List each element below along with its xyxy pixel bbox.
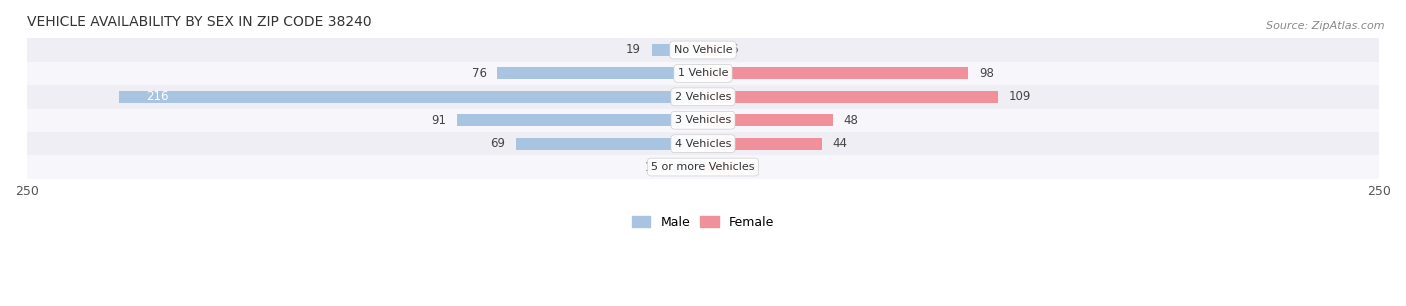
Bar [651,44,703,56]
Bar [703,67,967,80]
Bar [703,91,998,103]
Text: 4 Vehicles: 4 Vehicles [675,139,731,149]
Text: 98: 98 [979,67,994,80]
Bar [27,38,1379,62]
Text: 44: 44 [832,137,848,150]
Text: 69: 69 [491,137,506,150]
Text: No Vehicle: No Vehicle [673,45,733,55]
Text: 12: 12 [645,161,659,174]
Bar [703,138,823,150]
Text: 6: 6 [730,43,738,57]
Bar [498,67,703,80]
Bar [27,109,1379,132]
Text: 3 Vehicles: 3 Vehicles [675,115,731,125]
Bar [27,155,1379,179]
Text: 91: 91 [432,114,446,127]
Bar [27,85,1379,109]
Text: 109: 109 [1008,90,1031,103]
Bar [120,91,703,103]
Bar [457,114,703,126]
Bar [516,138,703,150]
Bar [27,132,1379,155]
Legend: Male, Female: Male, Female [627,211,779,234]
Text: 2 Vehicles: 2 Vehicles [675,92,731,102]
Bar [671,161,703,173]
Bar [703,44,720,56]
Text: Source: ZipAtlas.com: Source: ZipAtlas.com [1267,21,1385,32]
Text: 5 or more Vehicles: 5 or more Vehicles [651,162,755,172]
Text: 19: 19 [626,43,641,57]
Text: 1 Vehicle: 1 Vehicle [678,69,728,78]
Text: VEHICLE AVAILABILITY BY SEX IN ZIP CODE 38240: VEHICLE AVAILABILITY BY SEX IN ZIP CODE … [27,15,371,29]
Text: 11: 11 [744,161,759,174]
Bar [27,62,1379,85]
Text: 216: 216 [146,90,169,103]
Bar [703,114,832,126]
Bar [703,161,733,173]
Text: 76: 76 [471,67,486,80]
Text: 48: 48 [844,114,859,127]
